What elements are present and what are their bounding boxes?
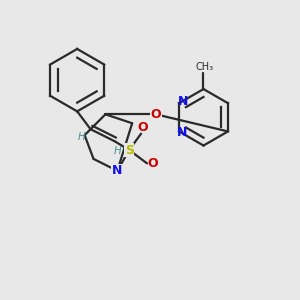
Text: O: O — [137, 121, 148, 134]
Text: CH₃: CH₃ — [196, 62, 214, 72]
Text: N: N — [177, 126, 187, 140]
Text: H: H — [114, 146, 122, 157]
Text: N: N — [177, 95, 188, 108]
Text: O: O — [147, 158, 158, 170]
Text: H: H — [78, 132, 86, 142]
Text: O: O — [151, 108, 161, 121]
Text: N: N — [112, 164, 122, 177]
Text: S: S — [125, 143, 134, 157]
